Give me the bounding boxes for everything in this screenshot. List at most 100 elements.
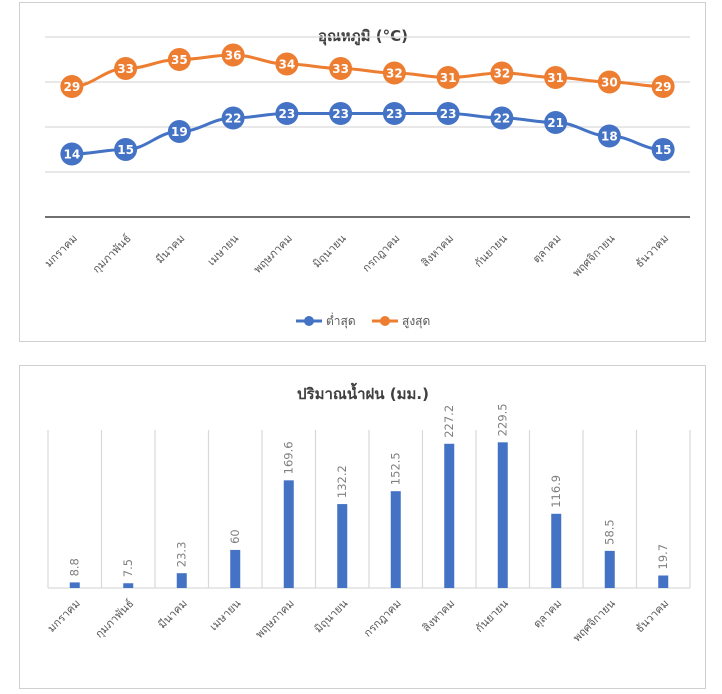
rainfall-bar bbox=[230, 549, 241, 588]
temperature-category-label: มิถุนายน bbox=[310, 232, 349, 271]
temperature-data-label: 22 bbox=[494, 112, 511, 126]
temperature-data-label: 21 bbox=[547, 116, 564, 130]
temperature-point bbox=[651, 138, 675, 161]
temperature-category-label: พฤศจิกายน bbox=[570, 232, 618, 280]
temperature-point bbox=[167, 120, 191, 143]
rainfall-data-label: 8.8 bbox=[68, 558, 82, 576]
temperature-point bbox=[597, 124, 621, 148]
rainfall-bar bbox=[283, 480, 294, 588]
temperature-data-label: 34 bbox=[279, 58, 296, 72]
rainfall-data-label: 7.5 bbox=[121, 559, 135, 577]
rainfall-data-label: 23.3 bbox=[175, 542, 189, 568]
temperature-data-label: 18 bbox=[601, 130, 618, 144]
temperature-data-label: 36 bbox=[225, 49, 242, 63]
temperature-category-label: มีนาคม bbox=[153, 232, 187, 266]
rainfall-data-label: 116.9 bbox=[549, 475, 563, 508]
rainfall-data-label: 169.6 bbox=[282, 441, 296, 474]
rainfall-category-label: พฤษภาคม bbox=[253, 597, 297, 641]
rainfall-data-label: 60 bbox=[228, 529, 242, 544]
temperature-category-label: กุมภาพันธ์ bbox=[90, 232, 134, 276]
temperature-data-label: 35 bbox=[171, 53, 188, 67]
temperature-point bbox=[221, 43, 245, 67]
temperature-point bbox=[651, 75, 675, 98]
temperature-category-label: มกราคม bbox=[42, 232, 80, 270]
temperature-data-label: 32 bbox=[494, 67, 511, 81]
temperature-data-label: 32 bbox=[386, 67, 403, 81]
temperature-data-label: 29 bbox=[655, 80, 672, 94]
temperature-data-label: 23 bbox=[386, 107, 403, 121]
rainfall-data-label: 152.5 bbox=[389, 452, 403, 485]
temperature-point bbox=[275, 102, 299, 125]
temperature-point bbox=[329, 57, 353, 80]
temperature-category-label: พฤษภาคม bbox=[251, 232, 295, 276]
temperature-point bbox=[382, 102, 406, 125]
temperature-data-label: 30 bbox=[601, 76, 618, 90]
temperature-data-label: 23 bbox=[279, 107, 296, 121]
rainfall-chart-title: ปริมาณน้ำฝน (มม.) bbox=[297, 382, 429, 403]
rainfall-category-label: กรกฎาคม bbox=[361, 597, 404, 640]
temperature-category-label: เมษายน bbox=[205, 232, 242, 269]
temperature-point bbox=[114, 57, 138, 80]
temperature-point bbox=[167, 48, 191, 71]
temperature-point bbox=[60, 142, 84, 166]
rainfall-bar bbox=[444, 443, 455, 588]
rainfall-category-label: มิถุนายน bbox=[312, 597, 351, 636]
temperature-category-label: สิงหาคม bbox=[418, 232, 456, 270]
temperature-data-label: 33 bbox=[332, 62, 349, 76]
temperature-point bbox=[382, 61, 406, 85]
rainfall-data-label: 58.5 bbox=[603, 519, 617, 545]
rainfall-category-label: เมษายน bbox=[207, 597, 244, 634]
rainfall-chart: ปริมาณน้ำฝน (มม.) 8.8 7.5 23.3 60 169.6 132.2… bbox=[19, 365, 706, 689]
temperature-point bbox=[597, 70, 621, 94]
temperature-data-label: 22 bbox=[225, 112, 242, 126]
temperature-point bbox=[436, 66, 460, 89]
temperature-point bbox=[490, 61, 514, 85]
temperature-data-label: 23 bbox=[440, 107, 457, 121]
rainfall-bar bbox=[337, 504, 348, 588]
temperature-category-label: กันยายน bbox=[472, 232, 510, 270]
rainfall-category-label: มีนาคม bbox=[156, 597, 190, 631]
rainfall-category-label: ธันวาคม bbox=[633, 597, 671, 635]
rainfall-category-label: มกราคม bbox=[45, 597, 83, 635]
temperature-data-label: 14 bbox=[64, 148, 81, 162]
temperature-point bbox=[221, 106, 245, 130]
rainfall-category-label: กันยายน bbox=[473, 597, 511, 635]
rainfall-bar bbox=[390, 491, 401, 588]
temperature-category-label: ธันวาคม bbox=[633, 232, 671, 270]
rainfall-bar bbox=[551, 513, 562, 588]
legend-label-max: สูงสุด bbox=[402, 314, 430, 329]
temperature-data-label: 31 bbox=[547, 71, 564, 85]
temperature-data-label: 15 bbox=[655, 143, 672, 157]
legend-marker bbox=[304, 316, 314, 326]
temperature-data-label: 33 bbox=[117, 62, 134, 76]
rainfall-data-label: 132.2 bbox=[335, 465, 349, 498]
rainfall-bar bbox=[658, 575, 669, 588]
rainfall-bar bbox=[123, 583, 134, 588]
rainfall-bar bbox=[69, 582, 80, 588]
temperature-point bbox=[329, 102, 353, 125]
rainfall-data-label: 229.5 bbox=[496, 403, 510, 436]
temperature-data-label: 29 bbox=[64, 80, 81, 94]
temperature-point bbox=[114, 138, 138, 161]
rainfall-category-label: ตุลาคม bbox=[531, 597, 565, 631]
temperature-data-label: 19 bbox=[171, 125, 188, 139]
temperature-category-label: ตุลาคม bbox=[530, 232, 564, 266]
rainfall-category-label: พฤศจิกายน bbox=[570, 597, 618, 645]
rainfall-bar bbox=[497, 442, 508, 588]
legend-marker bbox=[380, 316, 390, 326]
temperature-point bbox=[275, 52, 299, 76]
temperature-data-label: 31 bbox=[440, 71, 457, 85]
temperature-chart: อุณหภูมิ (°C) 14 15 19 22 23 23 23 23 22 21 18 15 29… bbox=[19, 2, 706, 342]
temperature-point bbox=[436, 102, 460, 125]
temperature-point bbox=[490, 106, 514, 130]
legend-label-min: ต่ำสุด bbox=[326, 312, 356, 329]
rainfall-data-label: 19.7 bbox=[656, 544, 670, 570]
temperature-point bbox=[544, 66, 568, 89]
rainfall-bar bbox=[176, 573, 187, 588]
temperature-series-line-min bbox=[71, 112, 664, 156]
temperature-data-label: 23 bbox=[332, 107, 349, 121]
rainfall-chart-svg: ปริมาณน้ำฝน (มม.) 8.8 7.5 23.3 60 169.6 132.2… bbox=[45, 382, 691, 645]
temperature-point bbox=[544, 111, 568, 134]
rainfall-category-label: สิงหาคม bbox=[420, 597, 458, 635]
